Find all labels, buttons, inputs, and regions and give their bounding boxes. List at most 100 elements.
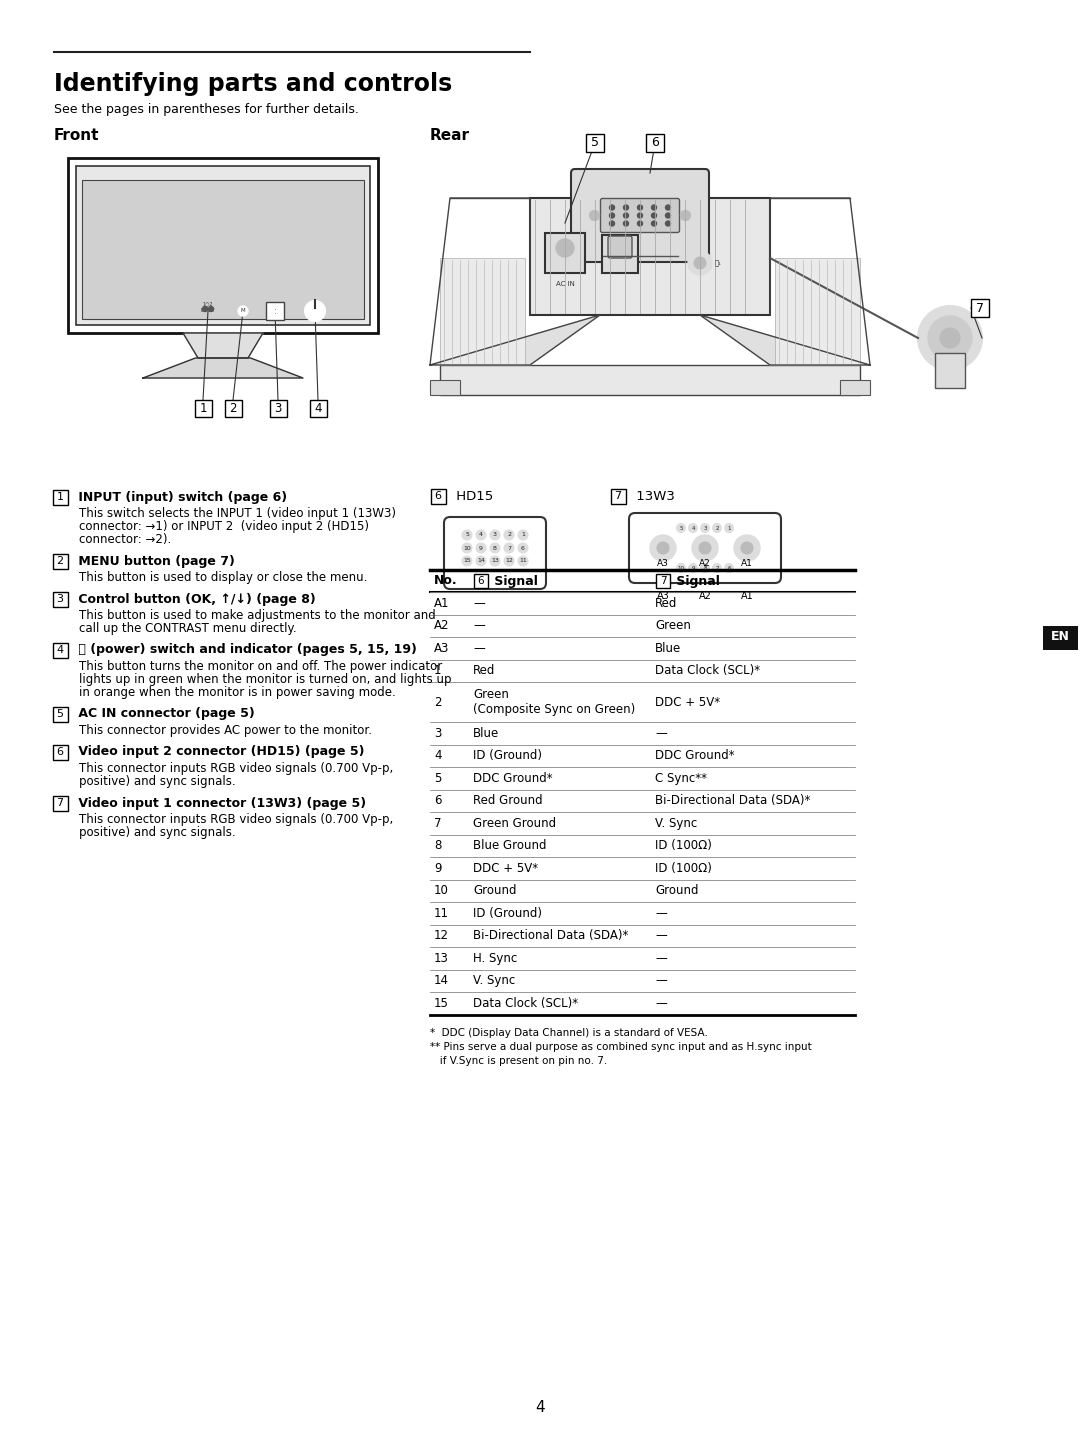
Text: 9: 9 (691, 565, 694, 571)
Circle shape (918, 305, 982, 370)
Text: connector: →1) or INPUT 2  (video input 2 (HD15): connector: →1) or INPUT 2 (video input 2… (79, 520, 369, 533)
Text: 3: 3 (274, 402, 282, 415)
Circle shape (476, 556, 486, 566)
Text: 3: 3 (492, 533, 497, 537)
Text: —: — (654, 906, 666, 919)
Text: 1: 1 (199, 402, 206, 415)
Text: —: — (654, 726, 666, 739)
Text: 6: 6 (56, 746, 64, 757)
Text: ID (100Ω): ID (100Ω) (654, 862, 712, 875)
Circle shape (928, 316, 972, 360)
Text: 12: 12 (434, 929, 449, 942)
Circle shape (676, 563, 686, 572)
Text: 10: 10 (677, 565, 685, 571)
Text: This connector inputs RGB video signals (0.700 Vp-p,: This connector inputs RGB video signals … (79, 813, 393, 826)
Text: positive) and sync signals.: positive) and sync signals. (79, 826, 235, 839)
Text: 5: 5 (591, 137, 599, 150)
Polygon shape (143, 357, 303, 378)
Text: This connector inputs RGB video signals (0.700 Vp-p,: This connector inputs RGB video signals … (79, 762, 393, 775)
Text: 8: 8 (434, 839, 442, 852)
FancyBboxPatch shape (444, 517, 546, 589)
Circle shape (637, 220, 643, 226)
Circle shape (476, 530, 486, 540)
Text: if V.Sync is present on pin no. 7.: if V.Sync is present on pin no. 7. (430, 1056, 607, 1066)
Text: ID (100Ω): ID (100Ω) (654, 839, 712, 852)
Bar (545, 233, 585, 272)
Circle shape (734, 535, 760, 561)
Text: ID (Ground): ID (Ground) (473, 749, 542, 762)
Text: Red: Red (473, 664, 496, 677)
Circle shape (694, 256, 706, 269)
Text: Green Ground: Green Ground (473, 817, 556, 830)
Text: —: — (473, 641, 485, 654)
Text: This connector provides AC power to the monitor.: This connector provides AC power to the … (79, 723, 372, 736)
Text: 2: 2 (507, 533, 511, 537)
Text: Green: Green (473, 687, 509, 700)
Text: HD15: HD15 (453, 490, 494, 503)
Circle shape (476, 543, 486, 553)
Bar (53, 643, 67, 657)
Circle shape (518, 530, 528, 540)
Polygon shape (700, 316, 870, 365)
Bar (76, 166, 370, 326)
Circle shape (688, 251, 712, 275)
Text: 7: 7 (660, 576, 666, 586)
Text: A3: A3 (657, 559, 669, 568)
Bar (530, 197, 770, 316)
Text: 13: 13 (491, 559, 499, 563)
Circle shape (208, 307, 214, 311)
Text: 6: 6 (477, 576, 484, 586)
Text: 7: 7 (507, 546, 511, 550)
Text: H. Sync: H. Sync (473, 951, 517, 965)
Text: Bi-Directional Data (SDA)*: Bi-Directional Data (SDA)* (473, 929, 629, 942)
Text: Data Clock (SCL)*: Data Clock (SCL)* (473, 997, 578, 1010)
Circle shape (462, 543, 472, 553)
Text: A3: A3 (657, 591, 670, 601)
Text: ⓘ₁: ⓘ₁ (715, 259, 723, 267)
Circle shape (713, 523, 721, 533)
Bar (53, 706, 67, 722)
Text: 1: 1 (434, 664, 442, 677)
Bar (431, 488, 446, 503)
Text: 14: 14 (477, 559, 485, 563)
Circle shape (238, 305, 248, 316)
Text: 5: 5 (465, 533, 469, 537)
Circle shape (504, 543, 514, 553)
Text: 1○2: 1○2 (203, 301, 213, 307)
Text: A2: A2 (699, 591, 712, 601)
Text: positive) and sync signals.: positive) and sync signals. (79, 775, 235, 788)
Text: 13W3: 13W3 (632, 490, 675, 503)
Bar (656, 574, 670, 588)
Text: DDC + 5V*: DDC + 5V* (654, 696, 720, 709)
Text: A1: A1 (434, 597, 449, 610)
Text: 13: 13 (434, 951, 449, 965)
Text: Blue: Blue (473, 726, 499, 739)
Circle shape (741, 542, 753, 553)
Text: INPUT: INPUT (201, 308, 215, 314)
Text: 9: 9 (480, 546, 483, 550)
Text: 1: 1 (56, 491, 64, 501)
Circle shape (609, 205, 615, 210)
Circle shape (680, 210, 690, 220)
Circle shape (590, 210, 599, 220)
Text: (Composite Sync on Green): (Composite Sync on Green) (473, 703, 635, 716)
Bar (225, 399, 242, 416)
Text: MENU button (page 7): MENU button (page 7) (75, 555, 234, 568)
Text: :: : (273, 307, 276, 316)
Circle shape (490, 556, 500, 566)
Circle shape (462, 530, 472, 540)
Circle shape (462, 556, 472, 566)
Text: This switch selects the INPUT 1 (video input 1 (13W3): This switch selects the INPUT 1 (video i… (79, 507, 396, 520)
Text: Blue Ground: Blue Ground (473, 839, 546, 852)
Text: —: — (654, 997, 666, 1010)
Bar (602, 235, 638, 272)
Bar (430, 380, 460, 395)
Text: 6: 6 (651, 137, 659, 150)
Text: M: M (241, 308, 245, 314)
Circle shape (651, 205, 657, 210)
Bar (194, 399, 212, 416)
Circle shape (305, 301, 325, 321)
Text: Data Clock (SCL)*: Data Clock (SCL)* (654, 664, 760, 677)
Text: 5: 5 (679, 526, 683, 530)
Text: Front: Front (54, 128, 99, 143)
